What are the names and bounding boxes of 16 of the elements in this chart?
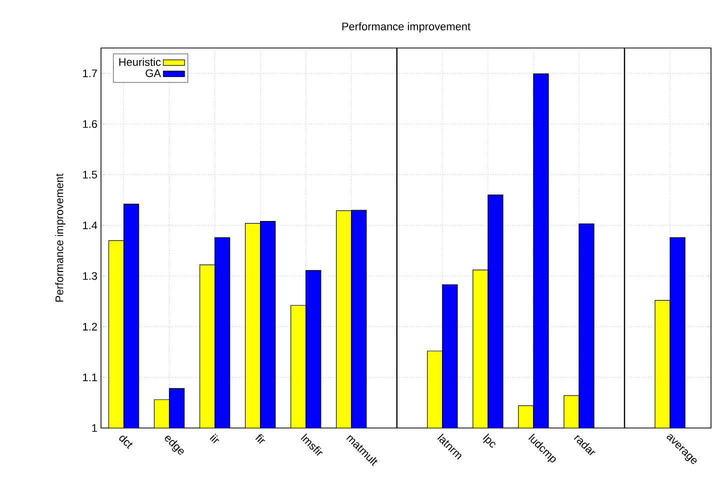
legend-label: GA: [146, 69, 161, 78]
y-tick-label: 1.2: [83, 322, 97, 330]
y-tick-label: 1.6: [83, 120, 97, 128]
chart-title: Performance improvement: [342, 22, 470, 32]
x-tick-label: iir: [210, 434, 220, 444]
y-tick-label: 1.3: [83, 272, 97, 280]
x-tick-label: dct: [119, 436, 133, 449]
legend-label: Heuristic: [119, 58, 161, 66]
y-tick-label: 1: [92, 424, 97, 432]
y-tick-label: 1.7: [83, 70, 97, 78]
y-tick-label: 1.5: [83, 170, 98, 178]
x-tick-label: lpc: [482, 434, 496, 448]
y-axis-title: Performance improvement: [55, 174, 66, 302]
x-tick-label: fir: [255, 434, 266, 444]
y-tick-label: 1.1: [83, 374, 97, 382]
y-tick-label: 1.4: [83, 222, 98, 230]
